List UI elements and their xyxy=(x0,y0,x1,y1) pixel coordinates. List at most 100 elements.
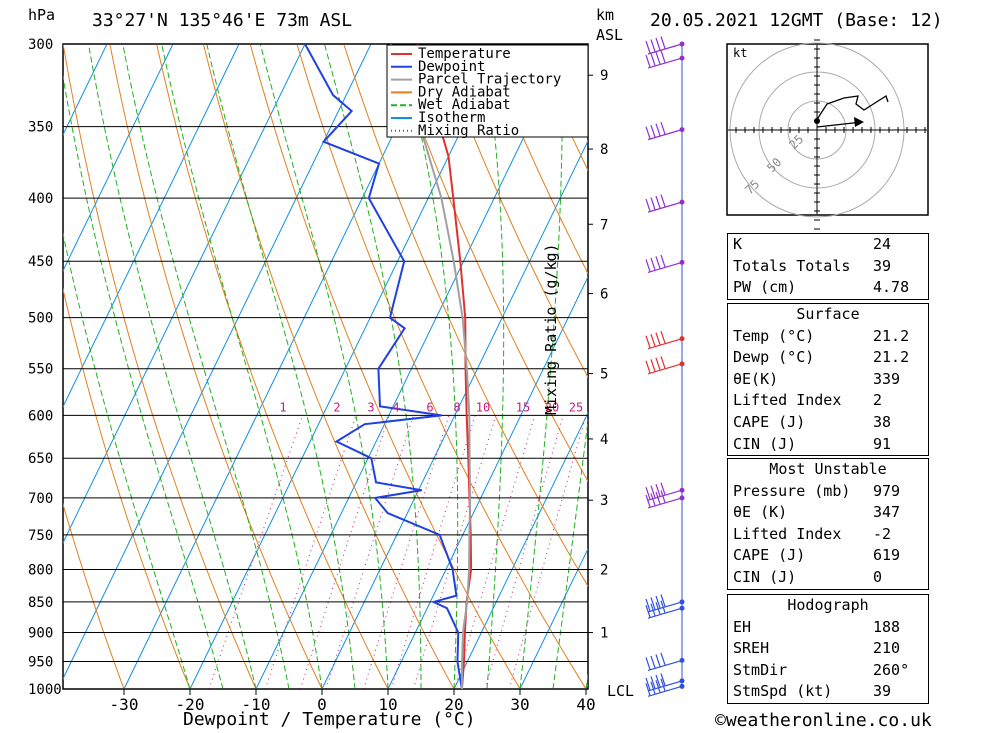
dry-adiabat-line xyxy=(436,44,588,379)
x-tick-label: 30 xyxy=(510,695,529,714)
lcl-label: LCL xyxy=(607,682,635,700)
isotherm-line xyxy=(519,547,588,689)
km-unit: km xyxy=(596,6,615,24)
legend-entry: Wet Adiabat xyxy=(418,97,511,113)
isotherm-line xyxy=(63,44,174,272)
km-tick-label: 1 xyxy=(600,626,608,642)
mixing-ratio-label: 4 xyxy=(392,400,399,414)
legend-entry: Dry Adiabat xyxy=(418,84,511,100)
pressure-tick-label: 450 xyxy=(28,254,53,270)
km-tick-label: 4 xyxy=(600,432,608,448)
mixing-ratio-label: 1 xyxy=(279,400,286,414)
x-tick-label: 0 xyxy=(317,695,327,714)
mixing-ratio-label: 15 xyxy=(516,400,530,414)
wet-adiabat-line xyxy=(63,74,224,689)
isotherm-line xyxy=(453,411,588,689)
pressure-tick-label: 350 xyxy=(28,120,53,136)
pressure-tick-label: 700 xyxy=(28,491,53,507)
km-tick-label: 5 xyxy=(600,367,608,383)
wind-barb xyxy=(645,678,683,697)
isotherm-line xyxy=(63,44,372,680)
pressure-tick-label: 650 xyxy=(28,451,53,467)
x-tick-label: -20 xyxy=(176,695,205,714)
mixing-ratio-label: 10 xyxy=(476,400,490,414)
surface-title: Surface xyxy=(796,305,860,323)
hodograph-origin xyxy=(814,118,820,124)
legend-entry: Temperature xyxy=(418,46,511,62)
pressure-tick-label: 400 xyxy=(28,191,53,207)
wind-barb xyxy=(645,356,683,375)
isotherm-line xyxy=(321,139,588,689)
km-asl: ASL xyxy=(596,26,624,44)
wind-barb xyxy=(645,600,683,619)
pressure-tick-label: 1000 xyxy=(28,682,62,698)
pressure-tick-label: 550 xyxy=(28,362,53,378)
surface-block: Surface Temp (°C) 21.2 Dewp (°C) 21.2 θE(K… xyxy=(727,303,929,457)
storm-motion-arrowhead xyxy=(854,117,864,127)
wind-barb xyxy=(645,482,683,501)
wet-adiabat-line xyxy=(552,417,588,689)
km-tick-label: 8 xyxy=(600,142,608,158)
km-tick-label: 7 xyxy=(600,217,608,233)
x-tick-label: -10 xyxy=(242,695,271,714)
legend-entry: Parcel Trajectory xyxy=(418,72,561,88)
dry-adiabat-line xyxy=(483,44,588,275)
isotherm-line xyxy=(189,44,504,689)
isotherm-line xyxy=(63,44,306,544)
mixing-ratio-label: 25 xyxy=(569,400,583,414)
location-title: 33°27'N 135°46'E 73m ASL xyxy=(92,10,353,31)
pressure-tick-label: 950 xyxy=(28,655,53,671)
km-tick-label: 2 xyxy=(600,562,608,578)
mixing-ratio-label: 8 xyxy=(453,400,460,414)
indices-block: K 24 Totals Totals 39 PW (cm) 4.78 xyxy=(727,233,929,300)
x-axis-label: Dewpoint / Temperature (°C) xyxy=(183,709,476,730)
mixing-ratio-line xyxy=(484,415,564,689)
row-k: K 24 xyxy=(733,235,892,253)
pressure-unit: hPa xyxy=(28,6,56,24)
row-tt: Totals Totals 39 xyxy=(733,256,892,275)
legend xyxy=(386,44,589,138)
mixing-ratio-label: 6 xyxy=(426,400,433,414)
dewpoint-profile xyxy=(304,44,463,689)
wet-adiabat-line xyxy=(259,44,389,689)
legend-entry: Isotherm xyxy=(418,110,485,126)
wind-barb xyxy=(645,36,683,55)
row-pw: PW (cm) 4.78 xyxy=(733,278,910,297)
km-tick-label: 6 xyxy=(600,287,608,303)
wind-barb xyxy=(645,194,683,213)
pressure-tick-label: 750 xyxy=(28,528,53,544)
x-tick-label: 10 xyxy=(378,695,397,714)
wind-barb xyxy=(645,490,683,509)
mixing-ratio-label: 3 xyxy=(367,400,374,414)
mixing-ratio-label: 20 xyxy=(545,400,559,414)
wet-adiabat-line xyxy=(519,44,563,689)
hodograph-unit: kt xyxy=(733,46,747,60)
pressure-tick-label: 900 xyxy=(28,626,53,642)
pressure-tick-label: 600 xyxy=(28,408,53,424)
wind-barb xyxy=(645,254,683,273)
isotherm-line xyxy=(123,44,438,689)
isotherm-line xyxy=(387,275,588,689)
wet-adiabat-line xyxy=(324,44,422,689)
mixing-ratio-label: 2 xyxy=(333,400,340,414)
parcel-trajectory xyxy=(389,44,472,689)
x-tick-label: 20 xyxy=(444,695,463,714)
km-tick-label: 9 xyxy=(600,68,608,84)
wind-barb xyxy=(645,50,683,69)
plot-frame xyxy=(62,43,589,690)
pressure-tick-label: 850 xyxy=(28,595,53,611)
wet-adiabat-line xyxy=(482,44,505,689)
x-tick-label: -30 xyxy=(110,695,139,714)
mixing-ratio-line xyxy=(508,415,587,689)
legend-entry: Mixing Ratio xyxy=(418,123,519,139)
isotherm-line xyxy=(255,44,570,689)
storm-motion-arrow xyxy=(816,121,863,128)
credit-link[interactable]: ©weatheronline.co.uk xyxy=(715,710,932,731)
hodograph-trace xyxy=(815,95,889,122)
x-tick-label: 40 xyxy=(576,695,595,714)
legend-entry: Dewpoint xyxy=(418,59,485,75)
wind-barb xyxy=(645,330,683,350)
valid-time: 20.05.2021 12GMT (Base: 12) xyxy=(650,10,943,31)
most-unstable-block: Most Unstable Pressure (mb) 979 θE (K) 347… xyxy=(727,458,929,590)
